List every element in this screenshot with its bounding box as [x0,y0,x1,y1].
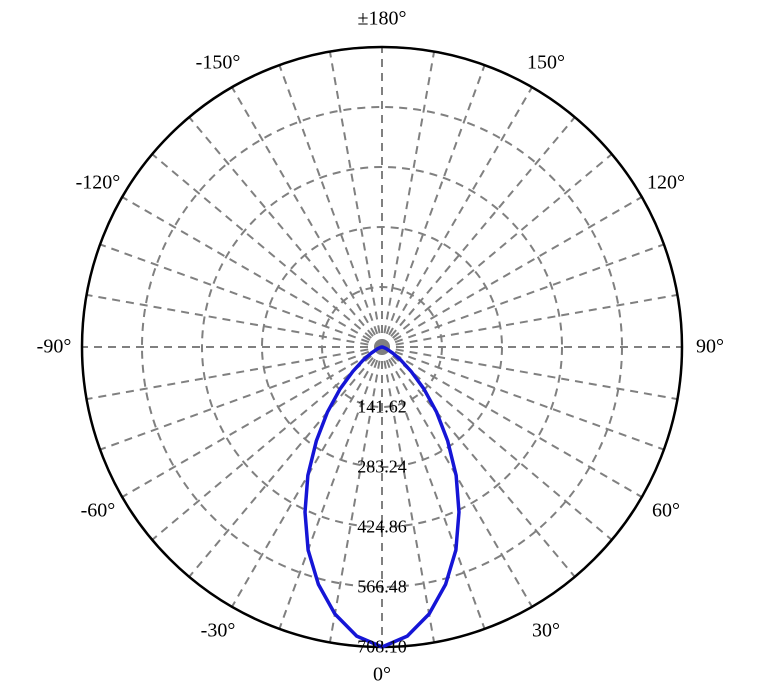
angle-label: 60° [652,500,680,523]
polar-chart: 0° 30° 60° 90° 120° 150° ±180° -150° -120° -90° -6… [0,0,764,694]
angle-label: 120° [647,172,685,195]
grid-spoke [87,295,382,347]
radial-label: 424.86 [357,517,407,538]
grid-spoke [330,52,382,347]
radial-label: 283.24 [357,457,407,478]
angle-label: -30° [201,620,236,643]
grid-spoke [100,347,382,450]
grid-spoke [279,65,382,347]
angle-label: 30° [532,620,560,643]
grid-spoke [382,52,434,347]
radial-label: 566.48 [357,577,407,598]
grid-spoke [382,295,677,347]
angle-label: -120° [76,172,121,195]
angle-label: 90° [696,336,724,359]
angle-label: -90° [37,336,72,359]
angle-label: 150° [527,51,565,74]
grid-spoke [100,244,382,347]
angle-label: -60° [81,500,116,523]
grid-spoke [382,65,485,347]
angle-label: -150° [196,51,241,74]
angle-label: 0° [373,664,391,687]
radial-label: 708.10 [357,637,407,658]
radial-label: 141.62 [357,397,407,418]
angle-label: ±180° [358,8,407,31]
